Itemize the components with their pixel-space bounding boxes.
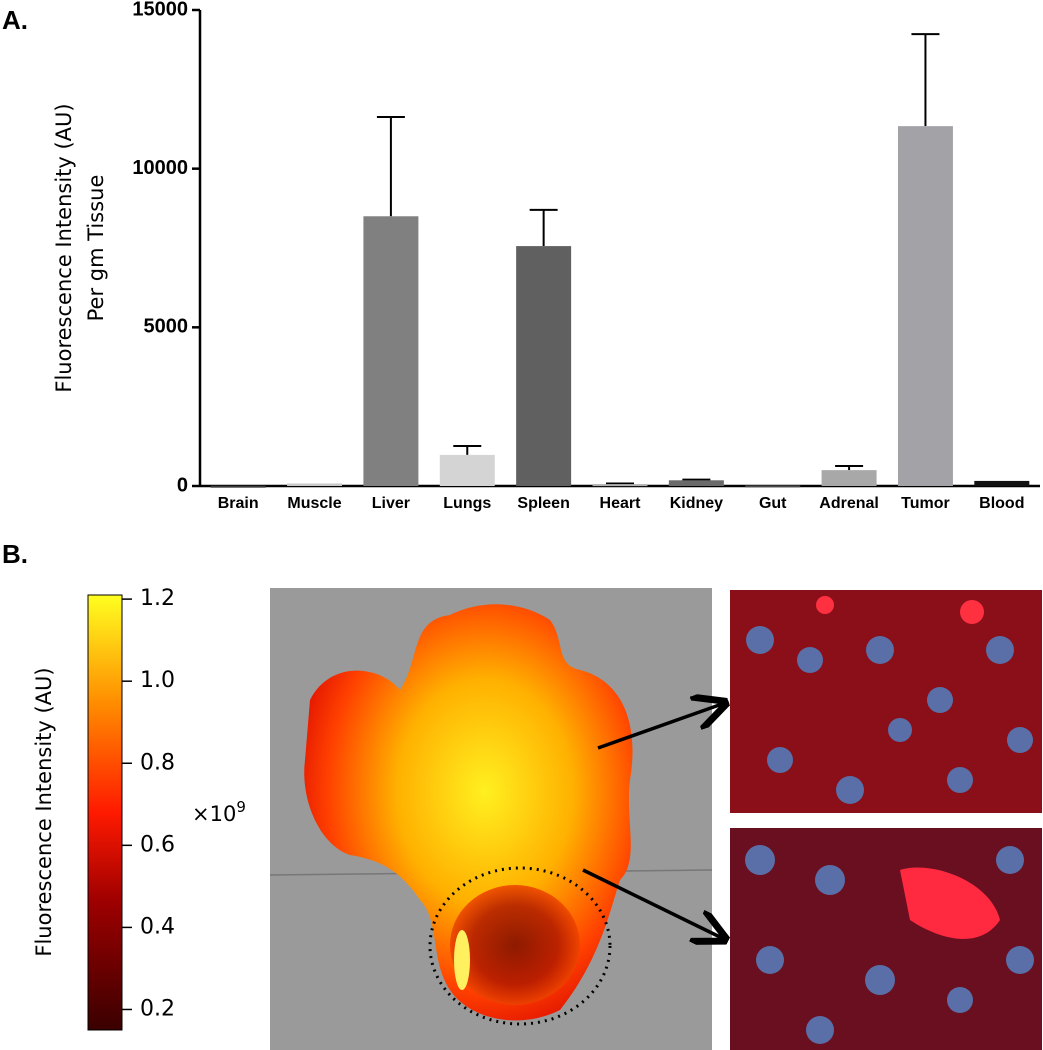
colorbar-tick-label: 0.8 (140, 750, 175, 775)
bar (974, 480, 1030, 486)
x-tick-label: Lungs (443, 495, 491, 512)
bar (516, 246, 572, 486)
error-bar (835, 465, 864, 471)
panel-label: B. (2, 539, 28, 569)
x-tick-label: Liver (372, 495, 410, 512)
colorbar-tick-label: 0.6 (140, 832, 175, 857)
colorbar-tick-label: 0.2 (140, 996, 175, 1021)
bar (363, 216, 419, 486)
error-bar (529, 208, 558, 247)
micrograph-top (730, 590, 1042, 813)
arrow (597, 704, 722, 750)
x-tick-label: Adrenal (819, 495, 879, 512)
bar (821, 470, 877, 486)
bar (745, 485, 801, 488)
x-tick-label: Brain (218, 495, 259, 512)
y-tick-label: 0 (177, 474, 188, 496)
bar (897, 126, 953, 487)
x-tick-label: Gut (759, 495, 787, 512)
y-tick-label: 15000 (132, 0, 188, 20)
y-axis-label: Per gm Tissue (84, 175, 108, 322)
x-tick-label: Heart (600, 495, 642, 512)
x-tick-label: Kidney (670, 495, 723, 512)
x-tick-label: Muscle (287, 495, 341, 512)
error-bar (376, 115, 405, 217)
bar (210, 485, 266, 488)
x-tick-label: Tumor (901, 495, 950, 512)
bar (592, 484, 648, 487)
colorbar-tick-label: 1.0 (140, 668, 175, 693)
y-axis-label: Fluorescence Intensity (AU) (52, 103, 76, 392)
panel-label: A. (2, 5, 28, 35)
error-bar (911, 33, 940, 127)
colorbar-tick-label: 0.4 (140, 914, 175, 939)
error-bar (606, 482, 634, 485)
tissue-image (269, 588, 713, 1050)
arrow (582, 868, 722, 938)
colorbar (87, 594, 123, 1031)
bar (668, 480, 724, 486)
multiplier-exponent: 9 (236, 798, 246, 816)
error-bar (682, 478, 711, 481)
multiplier-base: ×10 (192, 802, 236, 826)
colorbar-label: Fluorescence Intensity (AU) (32, 667, 56, 956)
y-tick-label: 10000 (132, 157, 188, 179)
y-tick-label: 5000 (144, 316, 189, 338)
bar (287, 483, 343, 486)
bar (439, 454, 495, 486)
x-tick-label: Blood (979, 495, 1024, 512)
micrograph-bottom (730, 828, 1042, 1050)
error-bar (453, 445, 482, 455)
x-tick-label: Spleen (517, 495, 569, 512)
multiplier: ×109 (192, 798, 246, 827)
colorbar-tick-label: 1.2 (140, 586, 175, 611)
